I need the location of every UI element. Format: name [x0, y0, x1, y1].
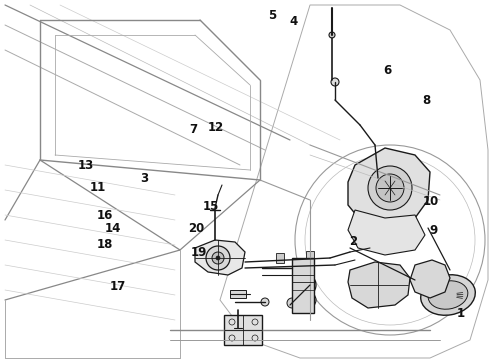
Circle shape	[331, 78, 339, 86]
Text: 5: 5	[268, 9, 276, 22]
Text: 15: 15	[202, 201, 219, 213]
Ellipse shape	[421, 275, 475, 315]
Circle shape	[368, 166, 412, 210]
Circle shape	[206, 246, 230, 270]
Text: 12: 12	[207, 121, 224, 134]
Text: 8: 8	[422, 94, 430, 107]
Text: 9: 9	[430, 224, 438, 237]
Bar	[224, 315, 262, 345]
Polygon shape	[348, 210, 425, 255]
Bar	[292, 258, 314, 313]
Text: 7: 7	[190, 123, 197, 136]
Circle shape	[303, 283, 307, 287]
Text: 2: 2	[349, 235, 357, 248]
Text: 1: 1	[457, 307, 465, 320]
Circle shape	[287, 298, 297, 308]
Bar	[230, 290, 246, 298]
Text: 10: 10	[423, 195, 440, 208]
Text: 11: 11	[90, 181, 106, 194]
Circle shape	[329, 32, 335, 38]
Circle shape	[212, 252, 224, 264]
Text: 6: 6	[383, 64, 391, 77]
Bar	[306, 251, 314, 261]
Polygon shape	[348, 262, 410, 308]
Polygon shape	[195, 240, 245, 275]
Circle shape	[376, 174, 404, 202]
Circle shape	[299, 279, 311, 291]
Text: 13: 13	[77, 159, 94, 172]
Text: 4: 4	[290, 15, 298, 28]
Polygon shape	[348, 148, 430, 228]
Circle shape	[216, 256, 220, 260]
Text: 18: 18	[97, 238, 114, 251]
Text: 17: 17	[109, 280, 126, 293]
Text: 20: 20	[188, 222, 204, 235]
Circle shape	[300, 292, 316, 308]
Polygon shape	[410, 260, 450, 298]
Circle shape	[294, 274, 316, 296]
Text: 3: 3	[141, 172, 148, 185]
Circle shape	[304, 296, 312, 304]
Ellipse shape	[428, 281, 468, 309]
Text: 19: 19	[190, 246, 207, 258]
Text: 14: 14	[104, 222, 121, 235]
Circle shape	[261, 298, 269, 306]
Bar	[276, 253, 284, 263]
Text: 16: 16	[97, 209, 114, 222]
